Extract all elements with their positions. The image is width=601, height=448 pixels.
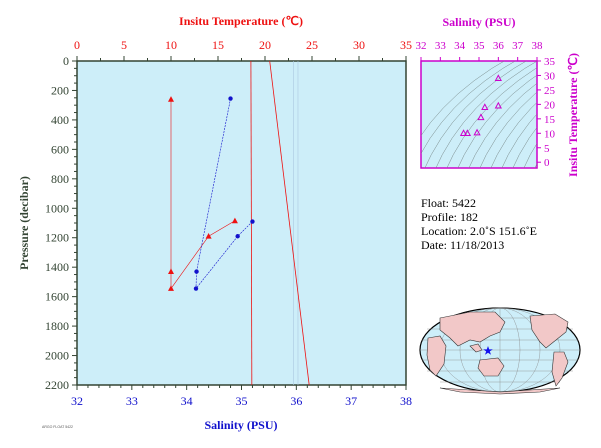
pressure-tick-label: 1200: [45, 231, 69, 245]
pressure-tick-label: 2000: [45, 349, 69, 363]
density-contour: [421, 61, 516, 155]
pressure-tick-label: 1000: [45, 201, 69, 215]
temperature-tick-label: 0: [74, 38, 80, 52]
world-map: [419, 307, 581, 395]
ts-point: [473, 128, 481, 136]
ts-point: [477, 113, 485, 121]
density-contour: [468, 82, 537, 168]
ts-temperature-tick-label: 25: [544, 85, 556, 97]
temperature-tick-label: 15: [212, 38, 224, 52]
ts-temperature-tick-label: 10: [544, 128, 556, 140]
density-contour: [446, 67, 537, 168]
main-bottom-axis-title: Salinity (PSU): [204, 418, 277, 432]
ts-salinity-tick-label: 38: [532, 40, 544, 52]
density-contours: [421, 61, 537, 168]
ts-axes: 32 33 34 35 36 37 38 0 5 10 15 20 25 30 35: [416, 40, 556, 169]
temperature-point: [168, 96, 174, 102]
map-landmass-africa: [426, 335, 447, 377]
map-land: [426, 311, 569, 395]
salinity-tick-label: 36: [290, 394, 302, 408]
salinity-tick-label: 32: [71, 394, 83, 408]
temperature-point: [168, 268, 174, 274]
pressure-tick-label: 800: [51, 172, 69, 186]
main-axes: 0 5 10 15 20 25 30 35 32 33 34 35 36 37 38 0 200 400 600 80…: [45, 38, 412, 408]
temperature-tick-label: 10: [165, 38, 177, 52]
ts-salinity-tick-label: 37: [512, 40, 524, 52]
temperature-point: [205, 233, 212, 239]
ts-temperature-tick-label: 5: [544, 143, 550, 155]
float-number: Float: 5422: [421, 196, 477, 210]
main-plot-area: [76, 60, 407, 386]
ts-salinity-tick-label: 36: [493, 40, 505, 52]
salinity-tick-label: 38: [400, 394, 412, 408]
ts-right-axis-title: Insitu Temperature (℃): [566, 53, 580, 177]
salinity-point: [235, 234, 240, 239]
pressure-tick-label: 2200: [45, 378, 69, 392]
temperature-point: [231, 217, 238, 224]
salinity-tick-label: 34: [181, 394, 193, 408]
ts-point: [494, 74, 502, 82]
ts-salinity-tick-label: 35: [474, 40, 486, 52]
main-left-axis-title: Pressure (decibar): [17, 176, 31, 270]
pressure-tick-label: 1600: [45, 290, 69, 304]
location: Location: 2.0˚S 151.6˚E: [421, 224, 537, 238]
salinity-point: [228, 96, 233, 101]
ts-top-axis-title: Salinity (PSU): [442, 15, 515, 29]
ts-salinity-tick-label: 34: [454, 40, 466, 52]
salinity-tick-label: 33: [126, 394, 138, 408]
density-contour: [523, 142, 537, 168]
map-landmass-australia: [477, 357, 505, 377]
ts-salinity-tick-label: 33: [435, 40, 447, 52]
temperature-tick-label: 20: [259, 38, 271, 52]
density-contour: [424, 61, 527, 168]
pressure-tick-label: 0: [63, 54, 69, 68]
density-contour: [421, 61, 505, 136]
ts-temperature-tick-label: 30: [544, 70, 556, 82]
density-contour: [435, 61, 537, 168]
ts-temperature-tick-label: 0: [544, 157, 550, 169]
salinity-point: [193, 286, 199, 291]
map-landmass-indonesia: [469, 343, 483, 353]
density-contour: [479, 91, 537, 168]
pressure-tick-label: 1800: [45, 319, 69, 333]
main-plot-marks: [168, 60, 310, 386]
ts-point: [481, 103, 489, 110]
float-info-block: Float: 5422 Profile: 182 Location: 2.0˚S…: [421, 196, 537, 252]
temperature-tick-label: 35: [400, 38, 412, 52]
ts-salinity-tick-label: 32: [416, 40, 427, 52]
density-contour: [501, 113, 537, 168]
temperature-point: [168, 285, 174, 291]
salinity-tick-label: 37: [345, 394, 357, 408]
main-top-axis-title: Insitu Temperature (℃): [179, 14, 303, 28]
ts-plot-marks: [421, 61, 537, 168]
date: Date: 11/18/2013: [421, 238, 505, 252]
density-contour: [512, 126, 537, 168]
temperature-tick-label: 25: [306, 38, 318, 52]
ts-temperature-tick-label: 15: [544, 114, 556, 126]
ts-temperature-tick-label: 20: [544, 99, 556, 111]
pressure-tick-label: 400: [51, 113, 69, 127]
profile-number: Profile: 182: [421, 210, 478, 224]
float-location-marker: [483, 346, 493, 355]
temperature-tick-label: 30: [353, 38, 365, 52]
pressure-tick-label: 600: [51, 142, 69, 156]
footer-tiny-text: ARGO FLOAT 5422: [42, 425, 73, 429]
salinity-tick-label: 35: [236, 394, 248, 408]
salinity-point: [194, 269, 199, 274]
density-contour: [490, 101, 537, 168]
ts-point: [463, 129, 472, 136]
map-landmass-north-america: [529, 313, 569, 349]
map-landmass-antarctica: [439, 387, 561, 395]
ts-point: [494, 101, 502, 109]
temperature-tick-label: 5: [121, 38, 127, 52]
pressure-tick-label: 200: [51, 83, 69, 97]
salinity-point: [250, 219, 255, 224]
ts-temperature-tick-label: 35: [544, 56, 556, 68]
temperature-reference-line: [269, 60, 310, 386]
pressure-tick-label: 1400: [45, 260, 69, 274]
map-landmass-south-america: [551, 351, 569, 387]
ts-point: [459, 129, 468, 136]
map-landmass-asia: [439, 311, 506, 347]
